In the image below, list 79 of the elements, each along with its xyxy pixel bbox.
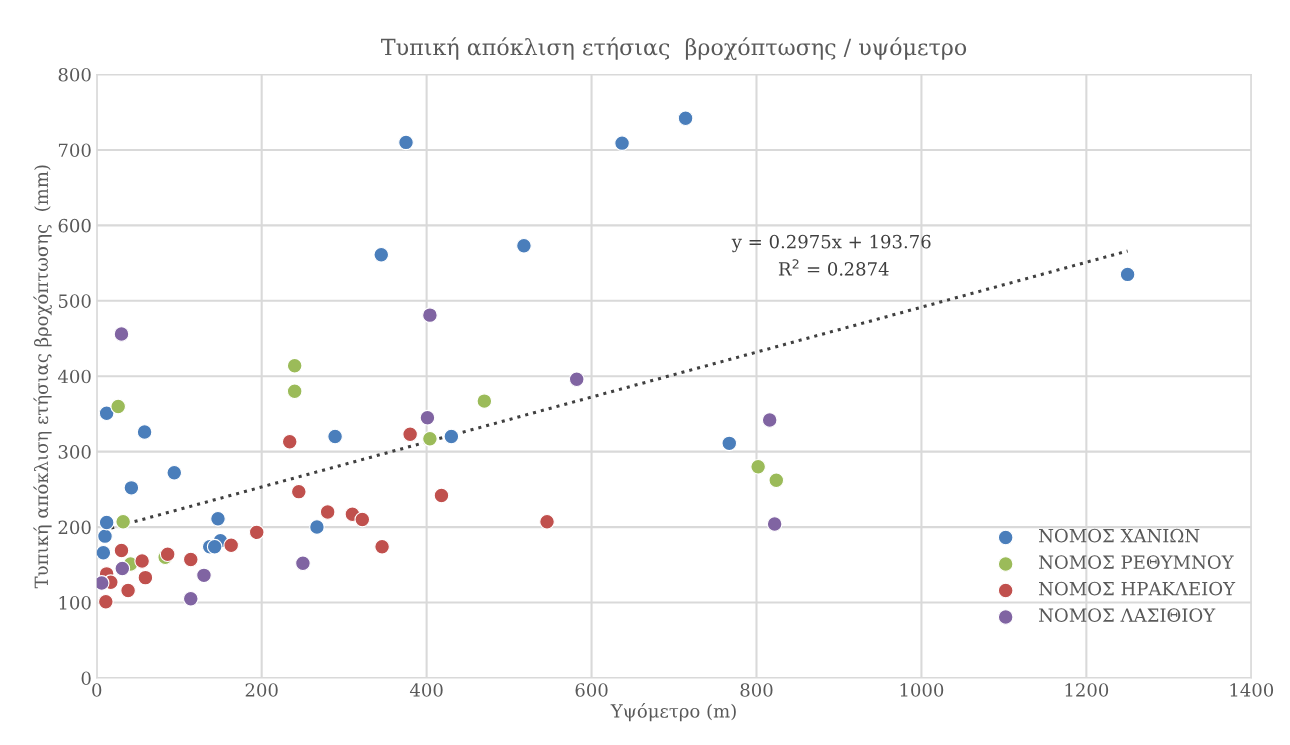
x-tick-label: 1400 [1230, 683, 1274, 697]
y-tick-label: 200 [58, 520, 91, 535]
point [134, 553, 150, 569]
point [402, 426, 418, 443]
point [568, 371, 585, 388]
legend-label: ΝΟΜΟΣ ΗΡΑΚΛΕΙΟΥ [1039, 581, 1236, 596]
y-tick-label: 100 [59, 595, 91, 610]
point [290, 483, 307, 500]
y-tick-label: 300 [58, 445, 91, 459]
point [761, 412, 778, 428]
point [766, 516, 783, 532]
point [419, 409, 436, 426]
x-tick-label: 1000 [900, 683, 944, 697]
y-tick-label: 800 [58, 67, 91, 82]
point [210, 510, 226, 527]
point [516, 237, 532, 254]
point [433, 487, 450, 504]
chart-title: Τυπική απόκλιση ετήσιας βροχόπτωσης / υψόμετρο [381, 37, 967, 60]
point [123, 480, 140, 496]
point [137, 569, 154, 586]
point [677, 110, 694, 127]
legend-label: ΝΟΜΟΣ ΡΕΘΥΜΝΟΥ [1039, 555, 1234, 569]
point [286, 383, 303, 400]
point [97, 528, 113, 544]
point [768, 472, 785, 489]
point [223, 537, 240, 554]
x-tick-label: 1200 [1065, 683, 1109, 697]
y-tick-label: 500 [58, 294, 91, 308]
point [110, 398, 127, 415]
y-tick-label: 400 [57, 369, 91, 384]
x-tick-label: 800 [740, 683, 773, 697]
point [721, 435, 738, 452]
point [113, 542, 130, 559]
point [327, 428, 343, 445]
y-axis-title: Τυπική απόκλιση ετήσιας βροχόπτωσης (mm) [33, 165, 52, 589]
point [115, 513, 131, 530]
point [98, 405, 115, 422]
point [374, 538, 390, 555]
point [286, 357, 303, 374]
x-tick-label: 600 [575, 683, 608, 697]
point [96, 544, 112, 561]
point [373, 246, 390, 263]
point [248, 524, 265, 541]
point [319, 504, 336, 520]
point [166, 464, 183, 481]
y-tick-label: 700 [58, 143, 91, 158]
point [182, 590, 199, 607]
y-tick-label: 0 [81, 671, 91, 686]
point [136, 424, 153, 440]
point [539, 513, 555, 530]
point [114, 560, 131, 577]
legend-label: ΝΟΜΟΣ ΧΑΝΙΩΝ [1039, 528, 1200, 543]
point [422, 307, 438, 323]
point [750, 458, 766, 475]
annotation: y = 0.2975x + 193.76 [731, 234, 931, 253]
point [120, 582, 136, 599]
point [614, 135, 630, 151]
legend-label: ΝΟΜΟΣ ΛΑΣΙΘΙΟΥ [1039, 608, 1216, 622]
point [98, 514, 115, 531]
point [97, 593, 114, 610]
point [1119, 266, 1136, 283]
x-tick-label: 0 [92, 683, 102, 697]
x-axis-title: Υψόμετρο (m) [610, 703, 736, 722]
annotation: R$^{2}$ = 0.2874 [778, 259, 889, 276]
point [182, 551, 199, 568]
point [398, 134, 414, 151]
x-tick-label: 400 [409, 683, 443, 697]
point [206, 538, 223, 555]
point [354, 511, 371, 528]
point [476, 393, 493, 409]
point [281, 434, 298, 450]
point [309, 519, 325, 535]
point [295, 555, 311, 572]
x-tick-label: 200 [245, 683, 278, 697]
point [422, 430, 438, 447]
point [443, 428, 460, 445]
point [196, 567, 212, 584]
point [113, 326, 130, 342]
y-tick-label: 600 [58, 218, 91, 233]
